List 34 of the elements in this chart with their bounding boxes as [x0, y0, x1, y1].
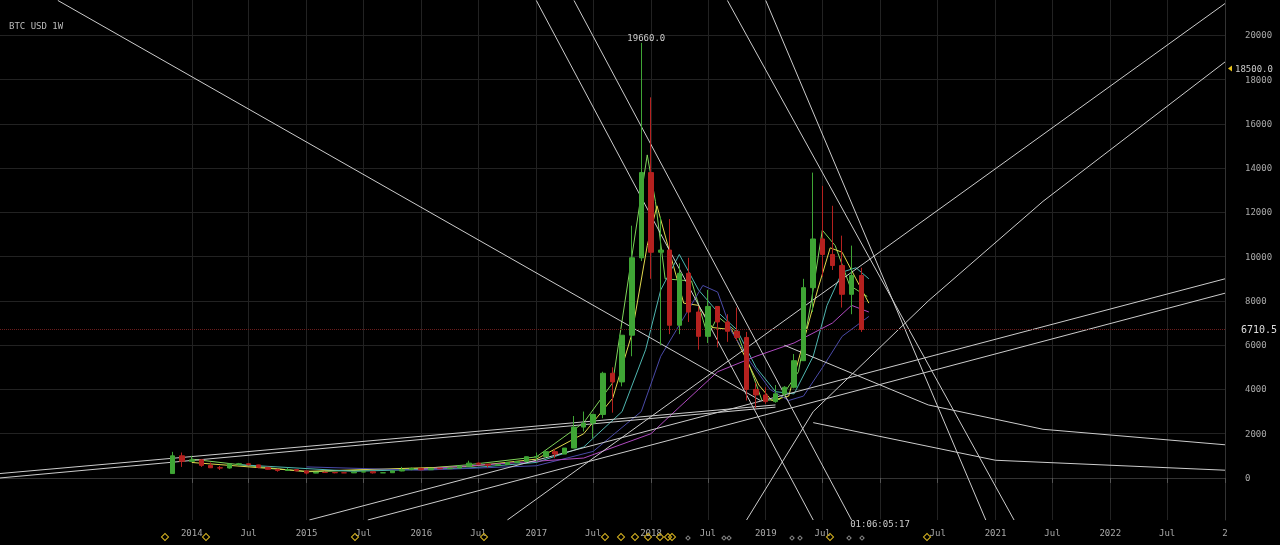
y-tick-label: 12000: [1245, 207, 1273, 218]
x-tick-label: Jul: [814, 527, 831, 538]
y-tick-label: 8000: [1245, 295, 1267, 306]
y-tick-label: 20000: [1245, 30, 1273, 41]
annotation: 19660.0: [627, 33, 666, 44]
annotation: 01:06:05:17: [850, 519, 910, 529]
x-tick-label: 2015: [295, 527, 318, 538]
x-tick-label: 2021: [984, 527, 1007, 538]
x-tick-label: 2014: [180, 527, 203, 538]
y-tick-label: 0: [1245, 472, 1251, 483]
x-tick-label: Jul: [929, 527, 946, 538]
annotation: 18500.0: [1235, 63, 1273, 74]
x-tick-label: Jul: [355, 527, 372, 538]
x-tick-label: Jul: [240, 527, 257, 538]
text: BTC USD 1W: [9, 20, 64, 31]
x-tick-label: Jul: [1044, 527, 1061, 538]
y-tick-label: 10000: [1245, 251, 1273, 262]
y-tick-label: 14000: [1245, 163, 1273, 174]
x-tick-label: 2: [1222, 527, 1228, 538]
y-tick-label: 6000: [1245, 340, 1267, 351]
x-tick-label: 2016: [410, 527, 433, 538]
x-tick-label: Jul: [585, 527, 602, 538]
x-tick-label: Jul: [1159, 527, 1176, 538]
y-tick-label: 16000: [1245, 118, 1273, 129]
x-tick-label: 2017: [525, 527, 548, 538]
x-tick-label: Jul: [699, 527, 717, 538]
x-tick-label: 2022: [1099, 527, 1122, 538]
y-tick-label: 18000: [1245, 74, 1273, 85]
y-tick-label: 4000: [1245, 384, 1267, 395]
y-tick-label: 2000: [1245, 428, 1267, 439]
x-tick-label: 2018: [640, 527, 662, 538]
x-tick-label: 2019: [754, 527, 777, 538]
x-tick-label: Jul: [470, 527, 487, 538]
ref-line-label: 6710.5: [1241, 323, 1278, 335]
